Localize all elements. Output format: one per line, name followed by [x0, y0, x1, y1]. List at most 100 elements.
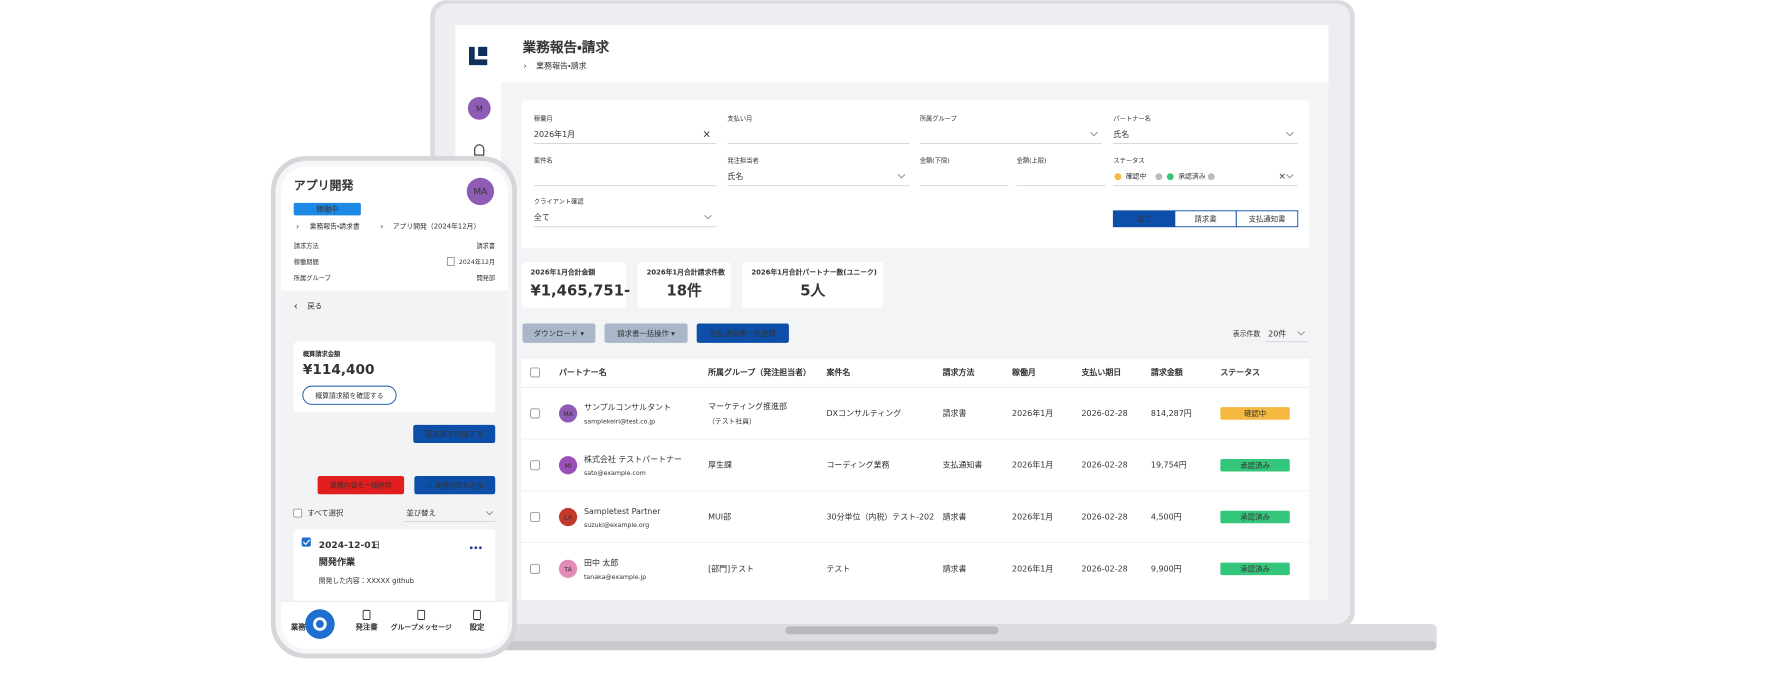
toggle-label[interactable]: 全て [1137, 214, 1152, 223]
month: 2026年1月 [1012, 408, 1053, 418]
action-label[interactable]: 支払通知書一括登録 [710, 329, 777, 338]
breadcrumb: アプリ開発（2024年12月） [393, 222, 481, 231]
action-button[interactable] [604, 323, 688, 343]
due-date: 2026-02-28 [1081, 564, 1127, 573]
breadcrumb: 業務報告・請求 [536, 61, 586, 71]
checkbox[interactable] [530, 460, 541, 471]
dropdown-arrow [1297, 331, 1305, 336]
sort-select[interactable]: 並び替え [406, 509, 436, 518]
partner-name: Sampletest Partner [584, 507, 661, 516]
table [521, 358, 1310, 601]
laptop-notch [785, 626, 999, 635]
group: [部門]テスト [708, 564, 754, 573]
status-label: 確認中 [1244, 409, 1266, 418]
column-header: 稼働月 [1012, 367, 1036, 377]
partner-email: suzuki@example.org [584, 521, 649, 529]
column-header: 所属グループ（発注担当者） [707, 367, 811, 377]
work-item-card [293, 529, 496, 607]
info-value: 開発部 [476, 273, 495, 282]
estimate-label: 概算請求金額 [303, 349, 341, 358]
nav-label[interactable]: グループメッセージ [391, 622, 452, 631]
column-header: パートナー名 [559, 367, 607, 377]
action-label[interactable]: 請求書一括操作 ▾ [617, 329, 675, 338]
info-label: 請求方法 [294, 241, 320, 250]
action-button[interactable] [522, 323, 596, 343]
due-date: 2026-02-28 [1081, 461, 1127, 470]
checkbox[interactable] [530, 563, 541, 574]
toggle-button[interactable] [1235, 210, 1299, 228]
filter-label: パートナー名 [1113, 114, 1150, 123]
checkbox[interactable] [301, 537, 311, 547]
action-label[interactable]: ダウンロード ▾ [534, 329, 585, 338]
header [500, 25, 1329, 83]
action-button[interactable] [696, 323, 789, 343]
phone-title: アプリ開発 [294, 177, 355, 192]
page-size-value[interactable]: 20件 [1268, 328, 1286, 338]
dropdown-arrow [485, 511, 494, 516]
phone-header [281, 166, 508, 291]
filter-value[interactable]: 全て [534, 212, 550, 222]
partner-name: 株式会社 テストパートナー [584, 454, 682, 464]
dropdown-arrow [897, 174, 906, 179]
check-mark [302, 539, 311, 546]
project: 30分単位（内税）テスト-202 [826, 512, 934, 522]
filter-value[interactable]: 氏名 [727, 171, 743, 181]
calendar-icon [446, 257, 455, 266]
breadcrumb-sep: › [380, 222, 383, 231]
outline-button[interactable] [302, 385, 397, 405]
clear-icon: × [702, 129, 711, 141]
checkbox[interactable] [293, 508, 303, 518]
status-label: 承認済み [1240, 513, 1269, 522]
status-badge [293, 202, 361, 216]
avatar-initials: TA [563, 566, 572, 573]
button-label[interactable]: 請求書を作成する [425, 430, 484, 439]
primary-button[interactable] [414, 476, 496, 495]
dropdown-arrow [1286, 174, 1294, 179]
group: MUI部 [708, 513, 731, 522]
button-label[interactable]: 概算請求額を確認する [315, 391, 383, 400]
partner-email: samplekeiri@test.co.jp [584, 417, 655, 425]
logo [469, 46, 488, 66]
filter-value[interactable]: 氏名 [1113, 129, 1129, 139]
button-label[interactable]: ＋ 業務内容を追加 [426, 481, 483, 490]
avatar-initials: MA [473, 188, 488, 198]
filter-label: 稼働月 [534, 114, 553, 123]
filter-value[interactable]: 2026年1月 [534, 129, 575, 139]
status-badge [1220, 510, 1290, 524]
column-header: 請求金額 [1151, 367, 1183, 377]
due-date: 2026-02-28 [1081, 513, 1127, 522]
primary-button[interactable] [413, 424, 496, 444]
dropdown-arrow [1090, 131, 1098, 137]
summary-value: ¥1,465,751- [530, 283, 630, 300]
checkbox[interactable] [530, 408, 541, 419]
breadcrumb: 業務報告・請求書 [310, 222, 360, 231]
partner-name: 田中 太郎 [584, 558, 618, 568]
method: 請求書 [943, 512, 967, 522]
status-chip[interactable]: 確認中 [1126, 172, 1147, 181]
back-link[interactable]: 戻る [307, 301, 322, 310]
amount: 4,500円 [1151, 513, 1182, 522]
danger-button[interactable] [317, 476, 405, 495]
due-date: 2026-02-28 [1081, 409, 1127, 418]
checkbox[interactable] [530, 367, 541, 378]
nav-label[interactable]: 業務 [290, 622, 306, 631]
status-badge [1220, 407, 1290, 420]
avatar-initials: LA [564, 515, 573, 522]
toggle-label[interactable]: 請求書 [1194, 214, 1216, 223]
checkbox[interactable] [530, 512, 541, 523]
amount: 9,900円 [1151, 564, 1182, 573]
status-chip[interactable]: 承認済み [1178, 172, 1205, 181]
estimate-value: ¥114,400 [303, 362, 375, 378]
bottom-nav [281, 601, 508, 650]
avatar-initial: M [476, 104, 483, 113]
partner-avatar [558, 559, 578, 578]
toggle-label[interactable]: 支払通知書 [1249, 214, 1286, 223]
nav-label[interactable]: 発注書 [355, 622, 379, 631]
filter-label: ステータス [1113, 156, 1144, 165]
partner-avatar [558, 456, 578, 475]
nav-label[interactable]: 設定 [470, 622, 485, 631]
button-label[interactable]: 業務内容を一括削除 [330, 481, 392, 490]
month: 2026年1月 [1012, 563, 1053, 573]
